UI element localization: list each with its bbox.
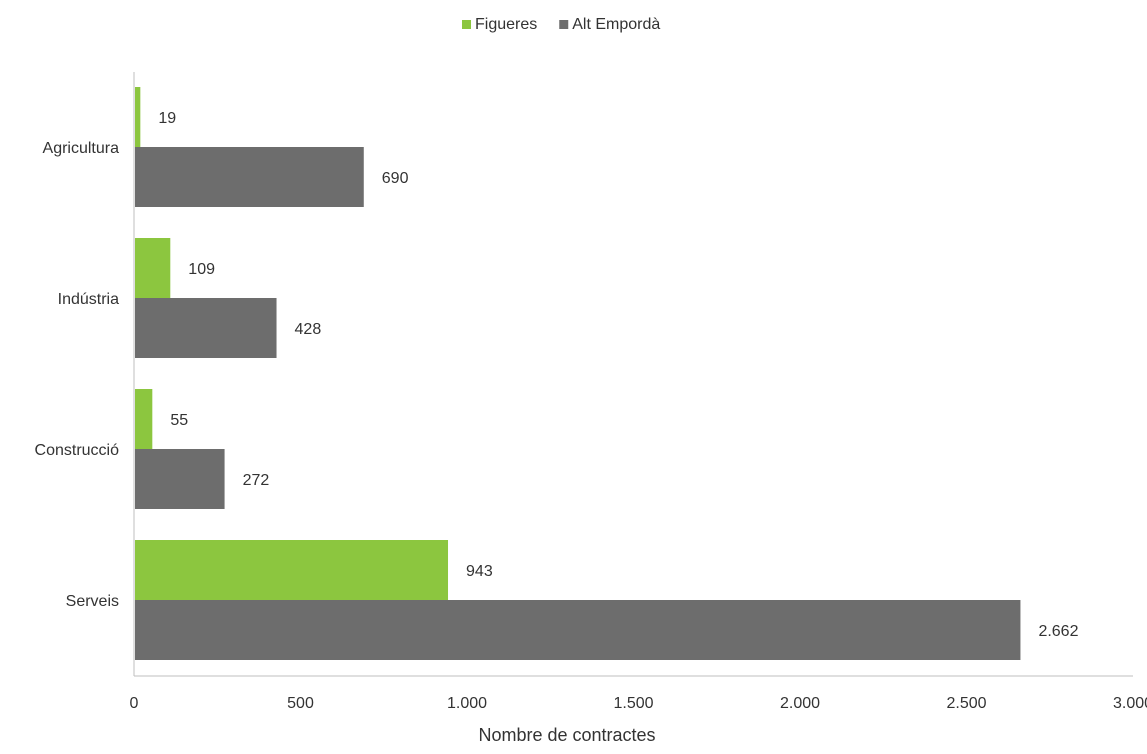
data-label-alt-emporda-construccio: 272: [243, 472, 270, 489]
data-label-alt-emporda-industria: 428: [295, 321, 322, 338]
data-label-figueres-agricultura: 19: [158, 110, 176, 127]
x-tick-label-2500: 2.500: [946, 695, 986, 712]
bar-alt-emporda-industria: [135, 298, 277, 358]
legend: Figueres Alt Empordà: [462, 16, 660, 33]
bar-figueres-industria: [135, 238, 171, 298]
x-tick-label-1000: 1.000: [447, 695, 487, 712]
bar-alt-emporda-construccio: [135, 449, 225, 509]
category-label-construccio: Construcció: [35, 442, 120, 459]
bar-alt-emporda-agricultura: [135, 147, 364, 207]
legend-swatch-figueres: [462, 20, 471, 29]
axes-group: [133, 72, 1133, 677]
bar-figueres-construccio: [135, 389, 153, 449]
x-tick-label-0: 0: [130, 695, 139, 712]
legend-label-figueres: Figueres: [475, 16, 537, 33]
data-label-figueres-construccio: 55: [170, 412, 188, 429]
x-tick-labels: 0 500 1.000 1.500 2.000 2.500 3.000: [130, 695, 1147, 712]
data-label-figueres-serveis: 943: [466, 563, 493, 580]
data-label-alt-emporda-serveis: 2.662: [1038, 623, 1078, 640]
x-tick-label-500: 500: [287, 695, 314, 712]
category-label-serveis: Serveis: [66, 593, 119, 610]
x-tick-label-2000: 2.000: [780, 695, 820, 712]
bar-figueres-agricultura: [135, 87, 141, 147]
data-label-alt-emporda-agricultura: 690: [382, 170, 409, 187]
data-label-figueres-industria: 109: [188, 261, 215, 278]
category-label-industria: Indústria: [58, 291, 119, 308]
bar-alt-emporda-serveis: [135, 600, 1021, 660]
x-tick-label-1500: 1.500: [613, 695, 653, 712]
bar-figueres-serveis: [135, 540, 449, 600]
x-tick-label-3000: 3.000: [1113, 695, 1147, 712]
x-axis-title: Nombre de contractes: [478, 725, 655, 745]
category-label-agricultura: Agricultura: [43, 140, 120, 157]
legend-swatch-alt-emporda: [559, 20, 569, 29]
bars-group: [135, 87, 1021, 660]
legend-label-alt-emporda: Alt Empordà: [572, 16, 660, 33]
data-labels-group: 19 690 109 428 55 272 943 2.662: [158, 110, 1078, 640]
category-labels: Agricultura Indústria Construcció Serveis: [35, 140, 120, 610]
